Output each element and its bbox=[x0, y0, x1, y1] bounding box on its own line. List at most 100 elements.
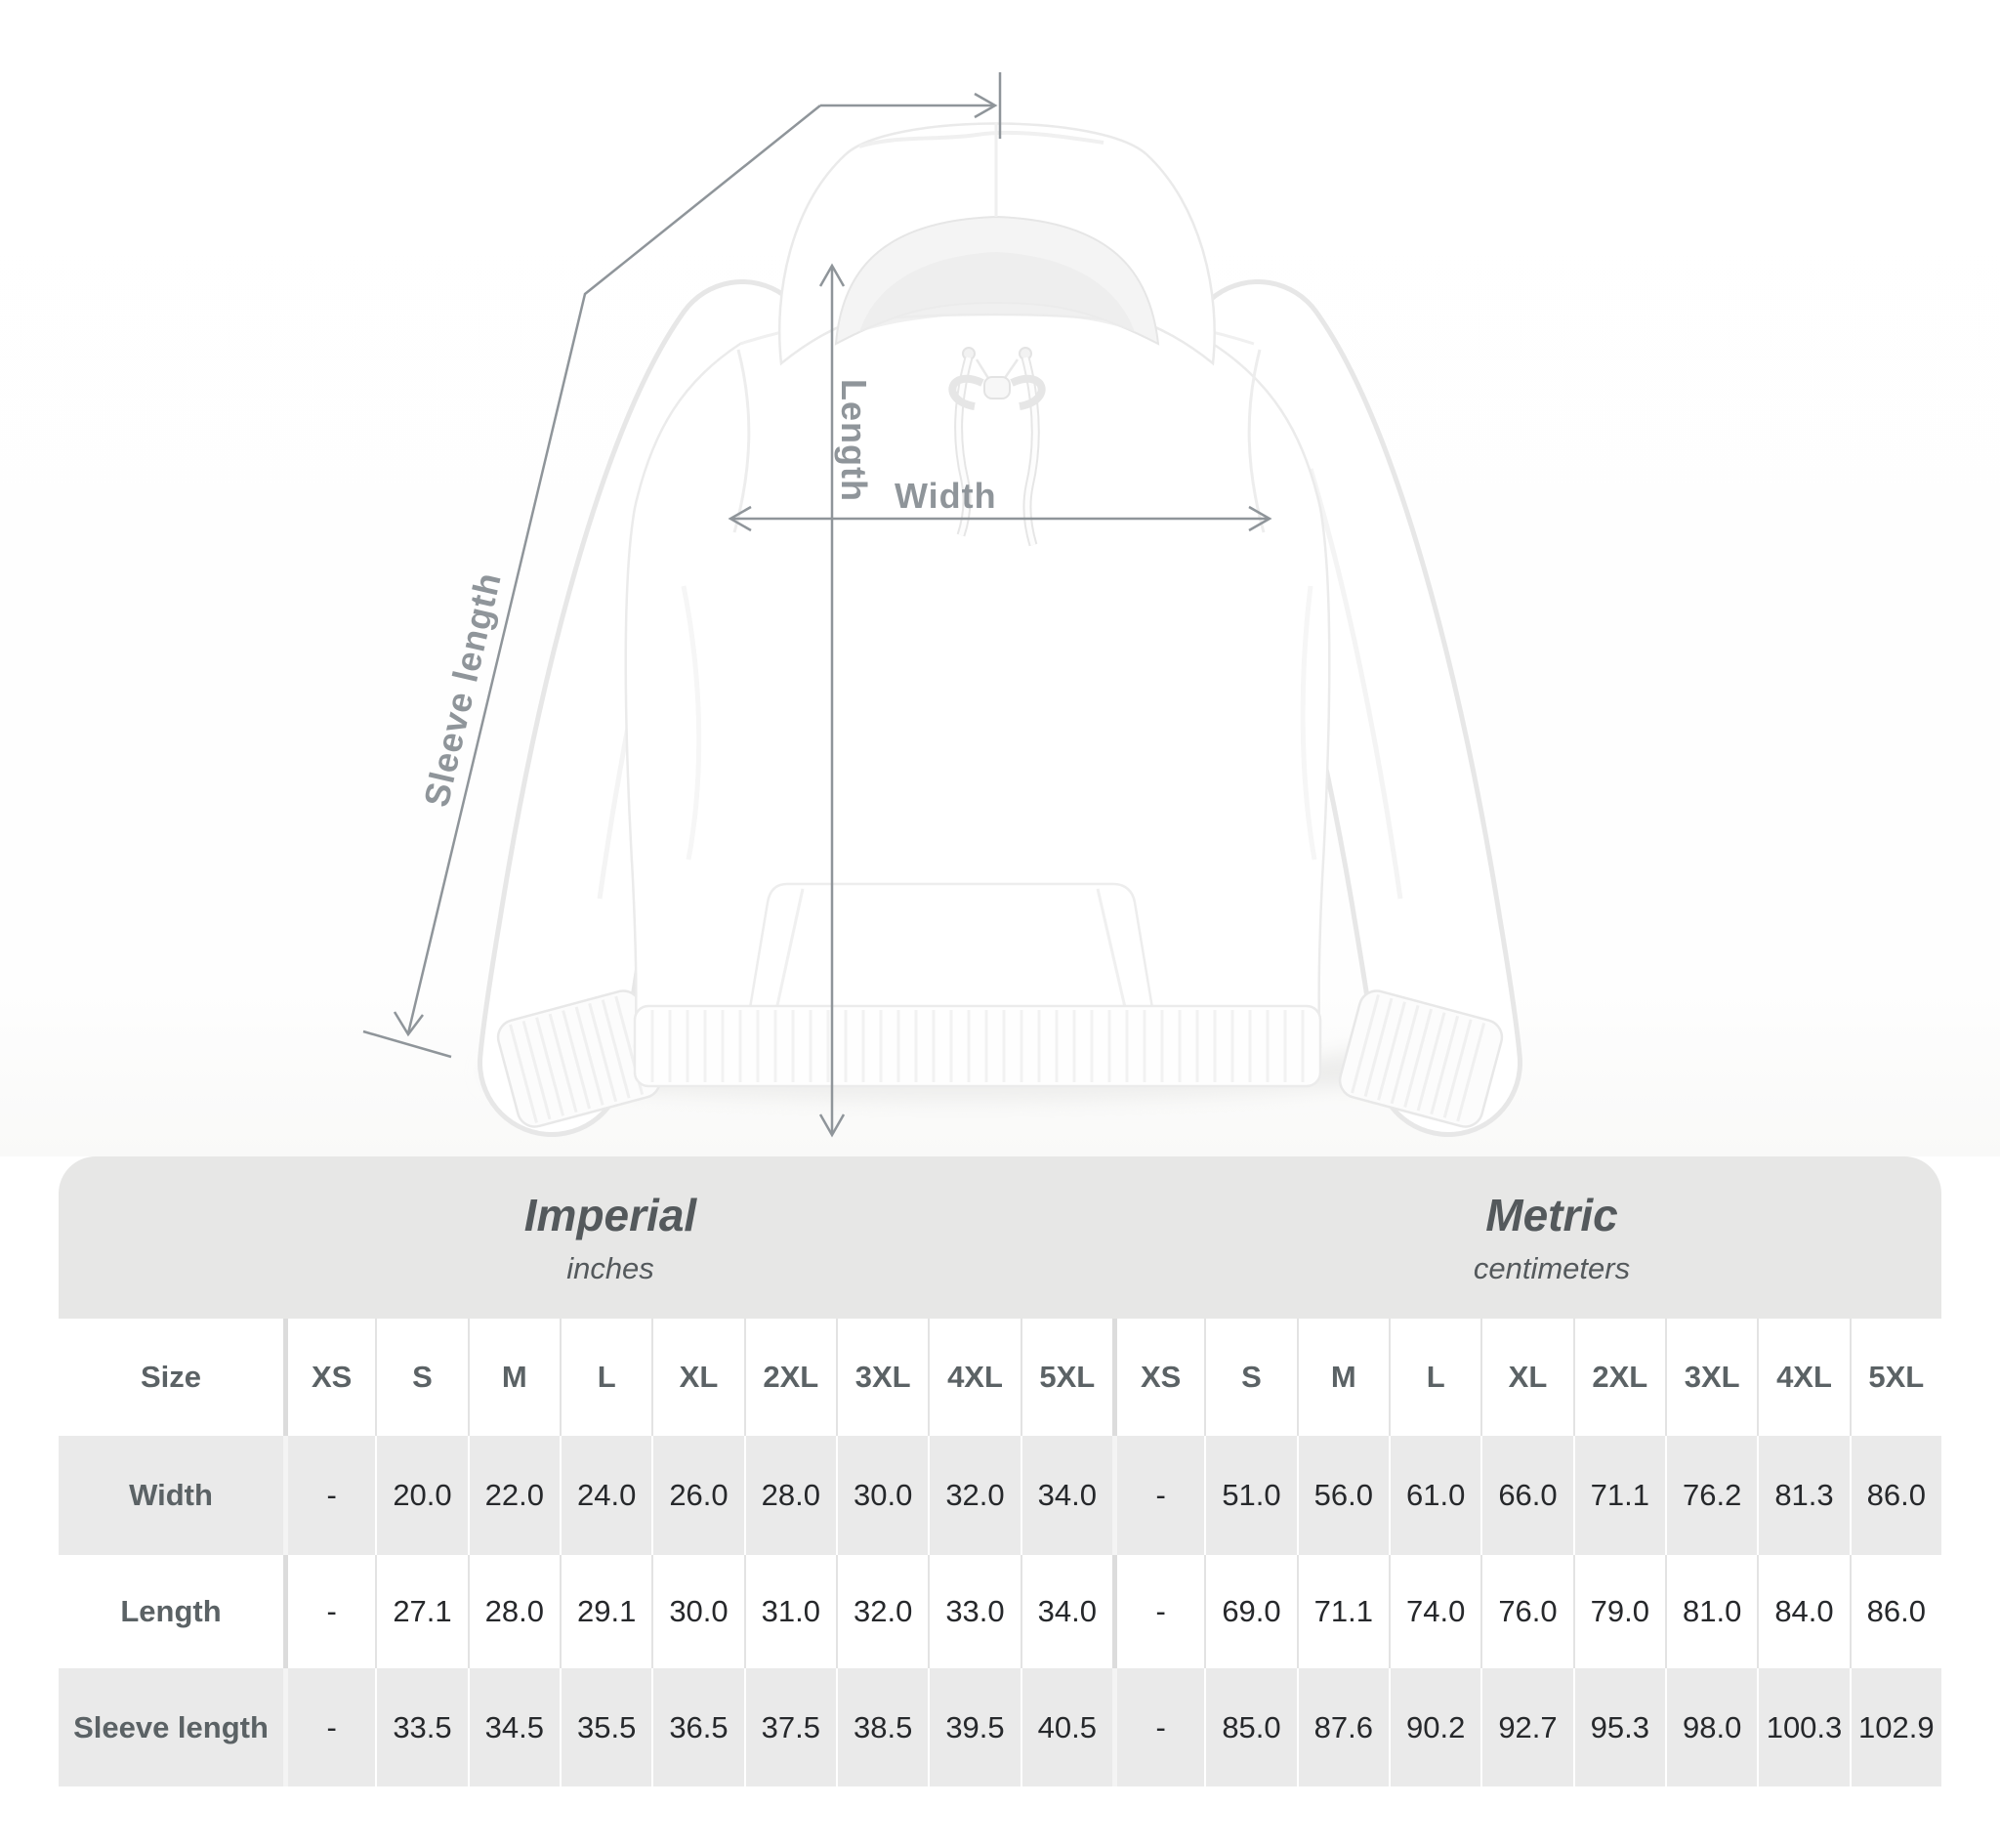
metric-subtitle: centimeters bbox=[1473, 1250, 1631, 1285]
hood bbox=[777, 122, 1216, 394]
cell: 69.0 bbox=[1204, 1555, 1296, 1668]
col-header: XS bbox=[283, 1319, 375, 1436]
bow-knot bbox=[983, 376, 1011, 399]
col-header: 2XL bbox=[743, 1319, 836, 1436]
cell: 81.0 bbox=[1665, 1555, 1757, 1668]
col-header: S bbox=[375, 1319, 467, 1436]
cell: 30.0 bbox=[836, 1436, 928, 1555]
cell: - bbox=[283, 1555, 375, 1668]
cell: 30.0 bbox=[651, 1555, 743, 1668]
cell: 24.0 bbox=[560, 1436, 651, 1555]
cell: 33.0 bbox=[928, 1555, 1020, 1668]
size-column-header: Size bbox=[140, 1360, 202, 1394]
cell: 38.5 bbox=[836, 1668, 928, 1786]
cell: 76.0 bbox=[1480, 1555, 1572, 1668]
col-header: M bbox=[1296, 1319, 1389, 1436]
right-cuff bbox=[1338, 989, 1504, 1128]
cell: 81.3 bbox=[1757, 1436, 1849, 1555]
sleeve-length-arrow bbox=[362, 72, 1002, 1059]
cell: 29.1 bbox=[560, 1555, 651, 1668]
col-header: XL bbox=[1480, 1319, 1572, 1436]
cell: 20.0 bbox=[375, 1436, 467, 1555]
cell: 32.0 bbox=[928, 1436, 1020, 1555]
col-header: 4XL bbox=[928, 1319, 1020, 1436]
metric-title: Metric bbox=[1485, 1189, 1618, 1240]
cell: 74.0 bbox=[1389, 1555, 1480, 1668]
cell: 85.0 bbox=[1204, 1668, 1296, 1786]
cell: - bbox=[1112, 1436, 1204, 1555]
cell: 22.0 bbox=[467, 1436, 560, 1555]
cell: 86.0 bbox=[1849, 1436, 1941, 1555]
cell: 95.3 bbox=[1572, 1668, 1665, 1786]
cell: 28.0 bbox=[467, 1555, 560, 1668]
cell: 87.6 bbox=[1296, 1668, 1389, 1786]
cell: 32.0 bbox=[836, 1555, 928, 1668]
size-chart-table: Imperial inches Metric centimeters Size … bbox=[59, 1156, 1941, 1786]
cell: 90.2 bbox=[1389, 1668, 1480, 1786]
cell: 66.0 bbox=[1480, 1436, 1572, 1555]
table-header-row: Size XS S M L XL 2XL 3XL 4XL 5XL XS S M … bbox=[59, 1319, 1941, 1436]
cell: 79.0 bbox=[1572, 1555, 1665, 1668]
cell: 56.0 bbox=[1296, 1436, 1389, 1555]
cell: - bbox=[1112, 1555, 1204, 1668]
table-row-length: Length - 27.1 28.0 29.1 30.0 31.0 32.0 3… bbox=[59, 1555, 1941, 1668]
cell: 37.5 bbox=[743, 1668, 836, 1786]
cell: - bbox=[283, 1436, 375, 1555]
col-header: XS bbox=[1112, 1319, 1204, 1436]
cell: 26.0 bbox=[651, 1436, 743, 1555]
table-row-width: Width - 20.0 22.0 24.0 26.0 28.0 30.0 32… bbox=[59, 1436, 1941, 1555]
table-row-sleeve-length: Sleeve length - 33.5 34.5 35.5 36.5 37.5… bbox=[59, 1668, 1941, 1786]
imperial-title: Imperial bbox=[523, 1189, 697, 1240]
cell: - bbox=[283, 1668, 375, 1786]
row-label: Sleeve length bbox=[73, 1709, 269, 1744]
col-header: L bbox=[560, 1319, 651, 1436]
cell: 35.5 bbox=[560, 1668, 651, 1786]
units-header-band: Imperial inches Metric centimeters bbox=[59, 1156, 1941, 1319]
cell: 92.7 bbox=[1480, 1668, 1572, 1786]
metric-section-header: Metric centimeters bbox=[1162, 1156, 1941, 1319]
col-header: 3XL bbox=[836, 1319, 928, 1436]
col-header: 5XL bbox=[1849, 1319, 1941, 1436]
col-header: 2XL bbox=[1572, 1319, 1665, 1436]
cell: 28.0 bbox=[743, 1436, 836, 1555]
cell: 51.0 bbox=[1204, 1436, 1296, 1555]
hoodie-measurement-diagram: Width Length Sleeve length bbox=[0, 0, 2000, 1156]
row-label: Width bbox=[129, 1478, 213, 1512]
cell: 84.0 bbox=[1757, 1555, 1849, 1668]
length-label: Length bbox=[834, 379, 874, 502]
col-header: M bbox=[467, 1319, 560, 1436]
imperial-section-header: Imperial inches bbox=[59, 1156, 1162, 1319]
cell: 86.0 bbox=[1849, 1555, 1941, 1668]
col-header: XL bbox=[651, 1319, 743, 1436]
cell: 61.0 bbox=[1389, 1436, 1480, 1555]
cell: 71.1 bbox=[1572, 1436, 1665, 1555]
drawstrings bbox=[948, 347, 1046, 547]
cell: 33.5 bbox=[375, 1668, 467, 1786]
col-header: 5XL bbox=[1020, 1319, 1112, 1436]
col-header: L bbox=[1389, 1319, 1480, 1436]
cell: 31.0 bbox=[743, 1555, 836, 1668]
row-label: Length bbox=[120, 1594, 222, 1628]
col-header: S bbox=[1204, 1319, 1296, 1436]
cell: 34.0 bbox=[1020, 1436, 1112, 1555]
col-header: 4XL bbox=[1757, 1319, 1849, 1436]
cell: 36.5 bbox=[651, 1668, 743, 1786]
cell: 40.5 bbox=[1020, 1668, 1112, 1786]
cell: - bbox=[1112, 1668, 1204, 1786]
hem-band bbox=[633, 1004, 1322, 1088]
cell: 98.0 bbox=[1665, 1668, 1757, 1786]
width-label: Width bbox=[895, 476, 997, 516]
cell: 34.0 bbox=[1020, 1555, 1112, 1668]
col-header: 3XL bbox=[1665, 1319, 1757, 1436]
imperial-subtitle: inches bbox=[566, 1250, 654, 1285]
cell: 39.5 bbox=[928, 1668, 1020, 1786]
cell: 76.2 bbox=[1665, 1436, 1757, 1555]
right-sleeve bbox=[1184, 279, 1522, 1137]
cell: 102.9 bbox=[1849, 1668, 1941, 1786]
cell: 100.3 bbox=[1757, 1668, 1849, 1786]
cell: 27.1 bbox=[375, 1555, 467, 1668]
length-arrow bbox=[818, 263, 846, 1138]
hoodie-illustration: Width Length Sleeve length bbox=[0, 0, 2000, 1156]
cell: 34.5 bbox=[467, 1668, 560, 1786]
